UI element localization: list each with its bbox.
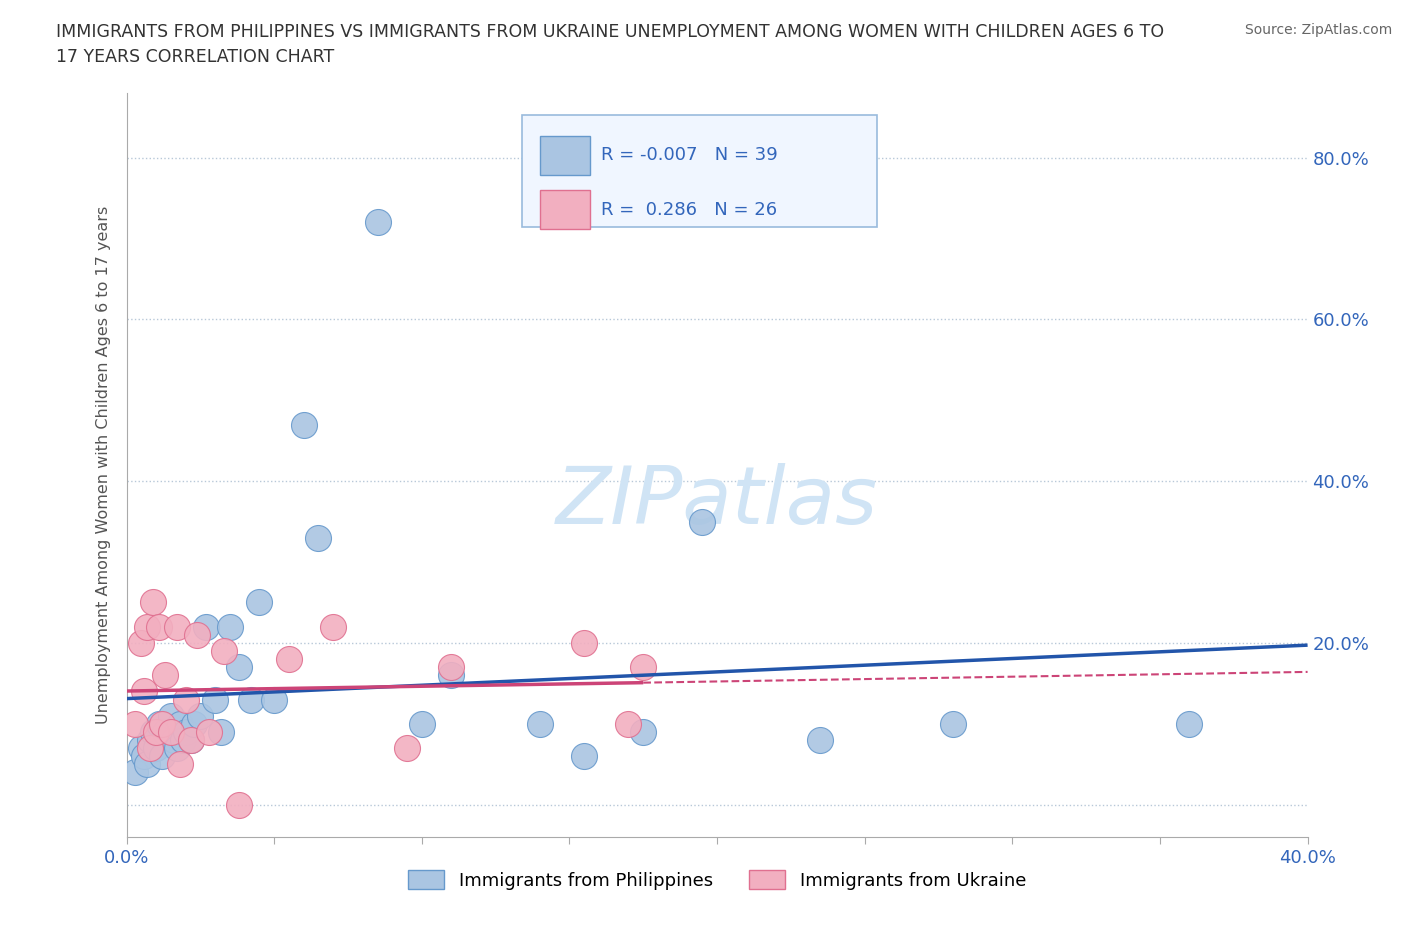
Point [239,692,262,707]
Point [134,749,156,764]
Point [129,740,153,755]
Point [145,740,167,755]
Point [195,619,218,634]
Point [249,595,271,610]
Point [188,709,212,724]
Point [150,749,173,764]
Point [180,733,202,748]
Point [574,635,596,650]
Point [440,659,463,674]
Point [169,757,191,772]
Point [142,595,165,610]
Point [163,733,186,748]
Text: IMMIGRANTS FROM PHILIPPINES VS IMMIGRANTS FROM UKRAINE UNEMPLOYMENT AMONG WOMEN : IMMIGRANTS FROM PHILIPPINES VS IMMIGRANT… [56,23,1164,41]
Point [692,514,714,529]
FancyBboxPatch shape [540,191,589,229]
Point [148,619,170,634]
Point [219,619,242,634]
Point [153,668,176,683]
Point [142,724,165,739]
Point [633,659,655,674]
Point [174,724,197,739]
Point [136,757,159,772]
Point [160,709,183,724]
Point [139,733,162,748]
Point [212,644,235,658]
Point [617,716,640,731]
Text: Source: ZipAtlas.com: Source: ZipAtlas.com [1244,23,1392,37]
Point [228,797,250,812]
Point [186,628,208,643]
Point [166,740,188,755]
Point [139,740,162,755]
Point [308,530,330,545]
Text: 17 YEARS CORRELATION CHART: 17 YEARS CORRELATION CHART [56,48,335,66]
Point [367,215,389,230]
Point [263,692,285,707]
FancyBboxPatch shape [522,115,876,227]
Point [1178,716,1201,731]
Point [396,740,419,755]
Point [134,684,156,698]
Point [166,619,188,634]
Y-axis label: Unemployment Among Women with Children Ages 6 to 17 years: Unemployment Among Women with Children A… [96,206,111,724]
Point [633,724,655,739]
Point [440,668,463,683]
Point [209,724,232,739]
Point [148,716,170,731]
Point [136,619,159,634]
Point [198,724,221,739]
Text: R = -0.007   N = 39: R = -0.007 N = 39 [602,147,778,165]
Point [160,724,183,739]
Point [124,764,146,779]
Point [278,652,301,667]
Point [942,716,965,731]
FancyBboxPatch shape [540,136,589,175]
Point [322,619,344,634]
Point [228,659,250,674]
Legend: Immigrants from Philippines, Immigrants from Ukraine: Immigrants from Philippines, Immigrants … [399,861,1035,898]
Point [172,733,194,748]
Point [180,733,202,748]
Point [574,749,596,764]
Point [169,716,191,731]
Point [204,692,226,707]
Point [129,635,153,650]
Point [292,418,315,432]
Point [529,716,551,731]
Text: ZIPatlas: ZIPatlas [555,463,879,541]
Point [124,716,146,731]
Point [150,716,173,731]
Point [183,716,205,731]
Point [145,724,167,739]
Point [174,692,197,707]
Point [153,724,176,739]
Point [411,716,433,731]
Point [810,733,832,748]
Text: R =  0.286   N = 26: R = 0.286 N = 26 [602,201,778,219]
